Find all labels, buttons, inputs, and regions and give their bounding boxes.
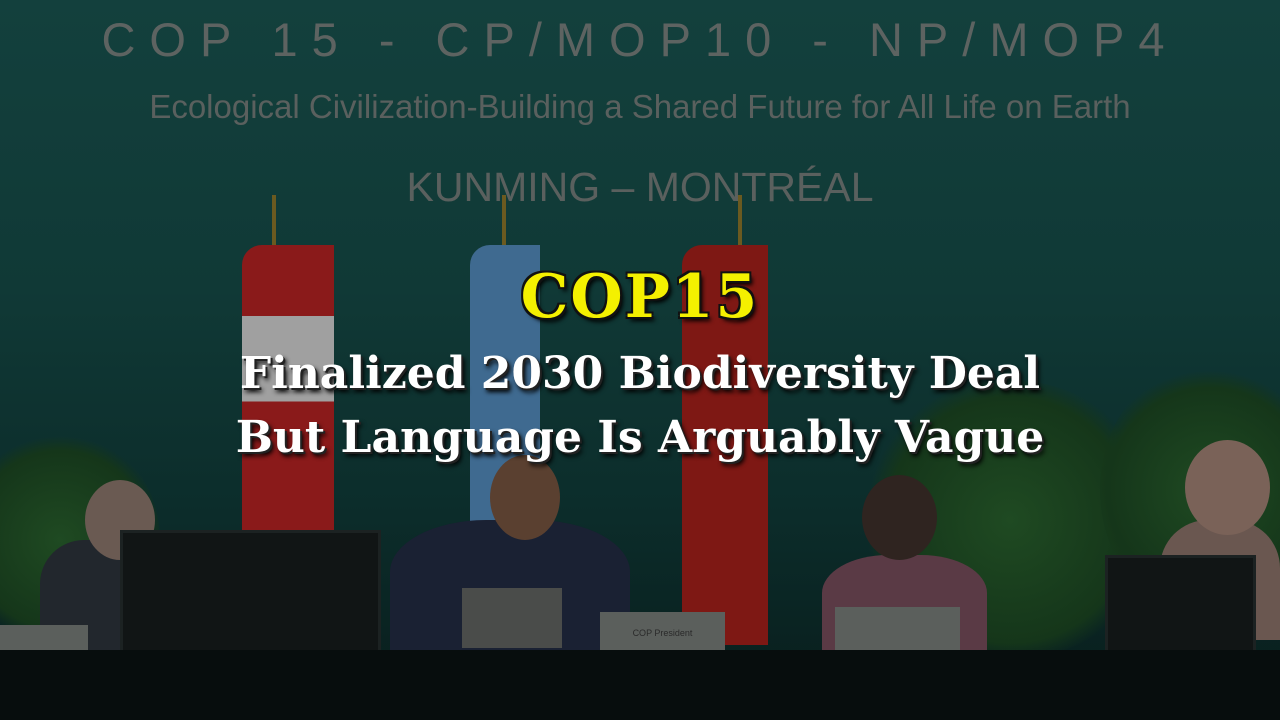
backdrop-location: KUNMING – MONTRÉAL bbox=[406, 164, 874, 210]
president-head bbox=[490, 455, 560, 540]
headline-line-2: But Language Is Arguably Vague bbox=[235, 412, 1045, 463]
nameplate bbox=[835, 607, 960, 651]
headline-line-1: Finalized 2030 Biodiversity Deal bbox=[239, 348, 1041, 399]
canada-flag bbox=[242, 245, 334, 530]
nameplate-president: COP President bbox=[600, 612, 725, 652]
nameplate bbox=[462, 588, 562, 648]
china-flag bbox=[682, 245, 768, 645]
headline-tag: COP15 bbox=[520, 262, 760, 332]
delegate-head bbox=[1185, 440, 1270, 535]
delegate-head bbox=[862, 475, 937, 560]
backdrop-subtitle: Ecological Civilization-Building a Share… bbox=[149, 88, 1131, 125]
backdrop-title: COP 15 - CP/MOP10 - NP/MOP4 bbox=[101, 13, 1179, 66]
laptop bbox=[1105, 555, 1256, 656]
nameplate-text: COP President bbox=[632, 628, 693, 638]
conference-table bbox=[0, 650, 1280, 720]
